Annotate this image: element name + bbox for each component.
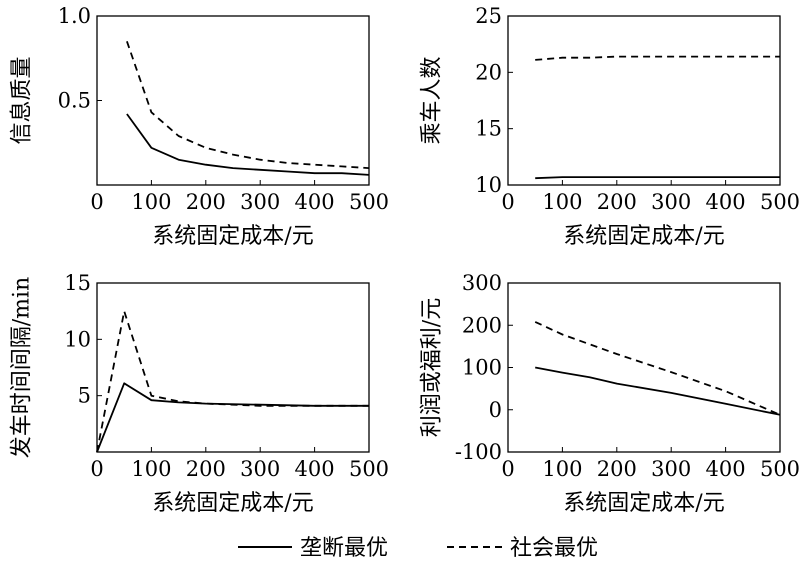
x-tick-label: 400 bbox=[295, 457, 335, 481]
y-tick-label: 5 bbox=[78, 384, 91, 408]
series-line-monopoly-optimal bbox=[535, 366, 781, 416]
x-tick-label: 0 bbox=[90, 190, 103, 214]
x-tick-label: 200 bbox=[186, 190, 226, 214]
legend-label-solid: 垄断最优 bbox=[300, 536, 388, 561]
x-tick-label: 500 bbox=[760, 457, 800, 481]
x-tick-label: 100 bbox=[542, 457, 582, 481]
x-tick-label: 400 bbox=[706, 190, 746, 214]
legend: 垄断最优 社会最优 bbox=[238, 536, 598, 561]
y-tick-label: 100 bbox=[462, 356, 502, 380]
x-tick-label: 100 bbox=[542, 190, 582, 214]
y-tick-label: -100 bbox=[455, 440, 502, 464]
x-tick-label: 0 bbox=[501, 457, 514, 481]
panel-2: 0 100 200 300 400 500 10 15 20 25 系统固定成本/元 乘车人数 bbox=[420, 4, 800, 249]
plot-frame bbox=[507, 282, 781, 453]
series-line-social-optimal bbox=[534, 321, 781, 416]
x-tick-label: 100 bbox=[131, 457, 171, 481]
y-axis-label: 乘车人数 bbox=[420, 56, 445, 144]
plot-frame bbox=[96, 15, 370, 186]
y-tick-label: 300 bbox=[462, 271, 502, 295]
x-tick-label: 300 bbox=[651, 457, 691, 481]
x-tick-label: 200 bbox=[186, 457, 226, 481]
x-tick-label: 400 bbox=[295, 190, 335, 214]
legend-label-dashed: 社会最优 bbox=[510, 536, 598, 561]
x-axis-label: 系统固定成本/元 bbox=[152, 491, 313, 516]
panel-1: 0 100 200 300 400 500 0.5 1.0 系统固定成本/元 信息质量 bbox=[10, 4, 390, 249]
x-tick-label: 500 bbox=[349, 190, 389, 214]
y-tick-label: 20 bbox=[475, 60, 502, 84]
x-axis-label: 系统固定成本/元 bbox=[563, 224, 724, 249]
y-tick-label: 1.0 bbox=[58, 4, 91, 28]
y-tick-label: 25 bbox=[475, 4, 502, 28]
y-axis-label: 发车时间间隔/min bbox=[10, 277, 35, 458]
y-tick-label: 10 bbox=[475, 173, 502, 197]
y-axis-label: 信息质量 bbox=[10, 56, 35, 144]
panel-4: 0 100 200 300 400 500-1000100200300系统固定成本/元利润… bbox=[420, 271, 800, 516]
panel-3: 0 100 200 300 400 500 5 10 15 系统固定成本/元 发车时间间隔/min bbox=[10, 271, 390, 516]
x-tick-label: 400 bbox=[706, 457, 746, 481]
plot-frame bbox=[507, 15, 781, 186]
y-axis-label: 利润或福利/元 bbox=[420, 298, 445, 437]
x-tick-label: 500 bbox=[760, 190, 800, 214]
x-tick-label: 200 bbox=[597, 457, 637, 481]
y-tick-label: 10 bbox=[64, 327, 91, 351]
x-tick-label: 100 bbox=[131, 190, 171, 214]
y-tick-label: 0 bbox=[489, 398, 502, 422]
x-tick-label: 0 bbox=[90, 457, 103, 481]
series-line-social-optimal bbox=[535, 55, 780, 61]
x-axis-label: 系统固定成本/元 bbox=[563, 491, 724, 516]
x-tick-label: 300 bbox=[240, 190, 280, 214]
y-tick-label: 15 bbox=[64, 271, 91, 295]
series-line-social-optimal bbox=[96, 310, 369, 453]
x-tick-label: 0 bbox=[501, 190, 514, 214]
y-tick-label: 0.5 bbox=[58, 89, 91, 113]
series-line-monopoly-optimal bbox=[535, 176, 780, 180]
series-line-monopoly-optimal bbox=[96, 382, 369, 453]
x-tick-label: 300 bbox=[651, 190, 691, 214]
series-line-social-optimal bbox=[126, 41, 370, 169]
x-tick-label: 300 bbox=[240, 457, 280, 481]
x-tick-label: 500 bbox=[349, 457, 389, 481]
plot-frame bbox=[96, 282, 370, 453]
series-line-monopoly-optimal bbox=[126, 113, 370, 176]
x-tick-label: 200 bbox=[597, 190, 637, 214]
y-tick-label: 15 bbox=[475, 117, 502, 141]
y-tick-label: 200 bbox=[462, 313, 502, 337]
x-axis-label: 系统固定成本/元 bbox=[152, 224, 313, 249]
